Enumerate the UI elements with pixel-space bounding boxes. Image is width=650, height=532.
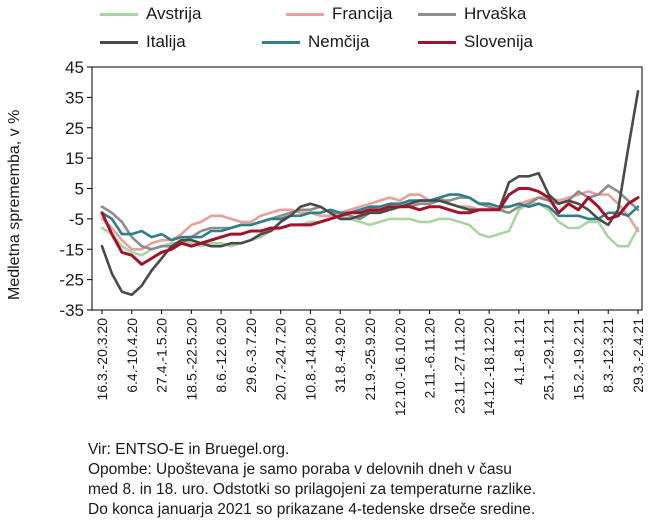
legend-item-avstrija: Avstrija bbox=[100, 4, 201, 24]
x-tick-label: 4.1.-8.1.21 bbox=[511, 318, 527, 385]
line-chart: -35 -25 -15 -5 5 15 25 35 45 16.3.-20.3.20 6.4.-10… bbox=[59, 58, 646, 416]
x-tick-label: 10.8.-14.8.20 bbox=[302, 318, 318, 401]
legend-swatch-avstrija bbox=[100, 12, 138, 16]
x-tick-label: 21.9.-25.9.20 bbox=[362, 318, 378, 401]
x-tick-label: 12.10.-16.10.20 bbox=[392, 318, 408, 416]
legend-swatch-nemcija bbox=[262, 40, 300, 44]
x-tick-label: 25.1.-29.1.21 bbox=[541, 318, 557, 401]
x-tick-label: 20.7.-24.7.20 bbox=[273, 318, 289, 401]
x-tick-label: 14.12.-18.12.20 bbox=[481, 318, 497, 416]
y-tick-label: 35 bbox=[65, 88, 84, 107]
y-tick-label: 5 bbox=[75, 180, 84, 199]
x-tick-label: 6.4.-10.4.20 bbox=[124, 318, 140, 393]
x-tick-label: 8.3.-12.3.21 bbox=[600, 318, 616, 393]
y-tick-label: -25 bbox=[59, 271, 84, 290]
legend-swatch-italija bbox=[100, 40, 138, 44]
legend-item-nemcija: Nemčija bbox=[262, 32, 369, 52]
legend-swatch-slovenija bbox=[418, 40, 456, 44]
legend-item-slovenija: Slovenija bbox=[418, 32, 533, 52]
legend-label-nemcija: Nemčija bbox=[308, 32, 370, 51]
y-tick-label: -35 bbox=[59, 301, 84, 320]
legend-label-italija: Italija bbox=[146, 32, 186, 51]
x-tick-label: 2.11.-6.11.20 bbox=[422, 318, 438, 399]
x-tick-label: 27.4.-1.5.20 bbox=[154, 318, 170, 393]
y-tick-label: 15 bbox=[65, 149, 84, 168]
x-tick-label: 23.11.-27.11.20 bbox=[451, 318, 467, 414]
x-tick-label: 29.6.-3.7.20 bbox=[243, 318, 259, 393]
legend-label-slovenija: Slovenija bbox=[464, 32, 533, 51]
x-tick-label: 16.3.-20.3.20 bbox=[94, 318, 110, 401]
legend-swatch-francija bbox=[286, 12, 324, 16]
legend-swatch-hrvaska bbox=[418, 12, 456, 16]
x-tick-label: 18.5.-22.5.20 bbox=[183, 318, 199, 401]
chart-notes: Vir: ENTSO-E in Bruegel.org. Opombe: Upo… bbox=[88, 440, 536, 520]
legend-item-hrvaska: Hrvaška bbox=[418, 4, 526, 24]
x-tick-label: 8.6.-12.6.20 bbox=[213, 318, 229, 393]
note-remark-3: Do konca januarja 2021 so prikazane 4-te… bbox=[88, 501, 536, 518]
legend-label-hrvaska: Hrvaška bbox=[464, 4, 527, 23]
legend-label-francija: Francija bbox=[332, 4, 393, 23]
note-remark-1: Opombe: Upoštevana je samo poraba v delo… bbox=[88, 461, 512, 478]
y-tick-label: -5 bbox=[69, 210, 84, 229]
note-source: Vir: ENTSO-E in Bruegel.org. bbox=[88, 441, 290, 458]
plot-frame bbox=[91, 66, 643, 311]
x-tick-label: 15.2.-19.2.21 bbox=[570, 318, 586, 401]
chart-legend: Avstrija Francija Hrvaška Italija Nemčij… bbox=[0, 0, 650, 60]
series-line-italija bbox=[100, 90, 640, 297]
legend-item-italija: Italija bbox=[100, 32, 186, 52]
legend-label-avstrija: Avstrija bbox=[146, 4, 202, 23]
y-tick-label: 45 bbox=[65, 58, 84, 77]
note-remark-2: med 8. in 18. uro. Odstotki so prilagoje… bbox=[88, 481, 537, 498]
series-line-slovenija bbox=[100, 187, 640, 266]
x-tick-label: 31.8.-4.9.20 bbox=[332, 318, 348, 393]
legend-item-francija: Francija bbox=[286, 4, 392, 24]
y-tick-label: 25 bbox=[65, 119, 84, 138]
x-tick-label: 29.3.-2.4.21 bbox=[630, 318, 646, 393]
series-line-nemčija bbox=[100, 193, 640, 242]
series-line-avstrija bbox=[100, 202, 640, 257]
y-tick-label: -15 bbox=[59, 240, 84, 259]
